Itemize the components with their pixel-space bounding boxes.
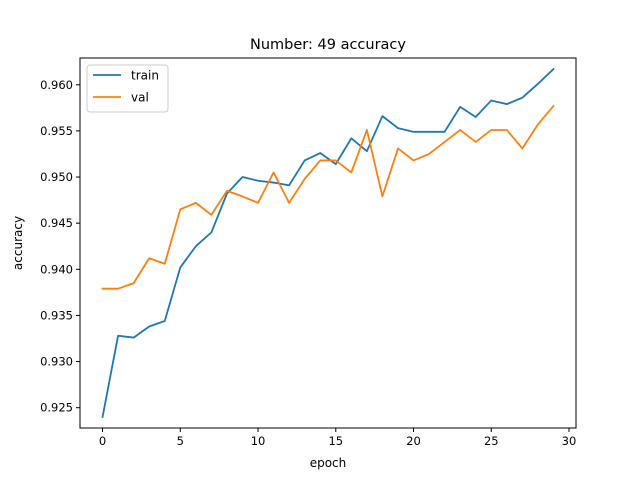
- legend-label-train: train: [131, 69, 159, 83]
- y-axis-label: accuracy: [11, 216, 25, 270]
- x-tick-label: 10: [251, 434, 266, 448]
- series-line-val: [101, 104, 555, 290]
- plot-area: 0 5 10 15 20 25 30 0.925 0.930 0.935 0.940 0.945 0.9…: [40, 67, 577, 448]
- y-tick-label: 0.945: [40, 216, 73, 230]
- y-tick-label: 0.940: [40, 262, 73, 276]
- y-tick-label: 0.930: [40, 355, 73, 369]
- x-tick-label: 25: [484, 434, 499, 448]
- y-tick-label: 0.950: [40, 170, 73, 184]
- legend-label-val: val: [131, 91, 149, 105]
- x-tick-label: 15: [328, 434, 343, 448]
- chart-title: Number: 49 accuracy: [250, 37, 406, 53]
- y-tick-label: 0.925: [40, 401, 73, 415]
- x-tick-label: 30: [562, 434, 577, 448]
- axes-frame: [79, 57, 577, 429]
- x-tick-label: 5: [177, 434, 184, 448]
- y-tick-label: 0.955: [40, 124, 73, 138]
- x-tick-label: 0: [99, 434, 106, 448]
- series-line-train: [101, 67, 555, 418]
- legend: train val: [86, 64, 169, 113]
- legend-box: [86, 64, 169, 113]
- y-tick-label: 0.935: [40, 308, 73, 322]
- x-tick-label: 20: [406, 434, 421, 448]
- x-axis-label: epoch: [310, 456, 347, 470]
- y-tick-label: 0.960: [40, 78, 73, 92]
